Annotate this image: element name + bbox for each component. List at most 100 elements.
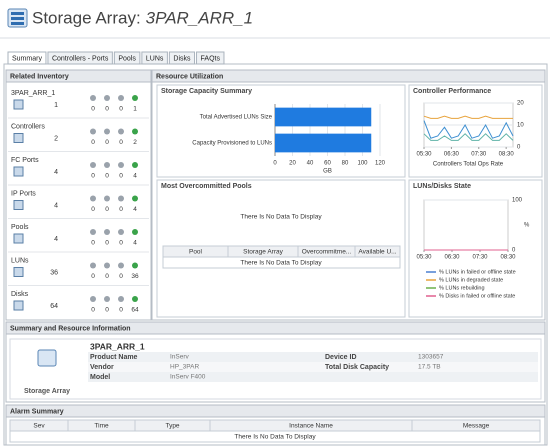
field-row	[88, 362, 538, 372]
controller-performance-title: Controller Performance	[413, 88, 491, 95]
inventory-icon	[13, 200, 24, 210]
y-tick-label: 0	[517, 145, 521, 151]
tab-label: Controllers - Ports	[52, 55, 109, 62]
status-icon	[132, 296, 138, 302]
device-type: Storage Array	[24, 388, 70, 395]
status-count: 64	[131, 307, 139, 314]
status-count: 0	[119, 307, 123, 314]
inventory-name: 3PAR_ARR_1	[11, 90, 55, 97]
series-line	[423, 115, 513, 119]
y-tick-label: 100	[512, 198, 523, 204]
status-count: 36	[131, 273, 139, 280]
tab-label: Summary	[12, 55, 42, 62]
x-tick-label: 100	[357, 161, 368, 167]
status-icon	[104, 195, 110, 202]
x-tick-label: 0	[273, 161, 277, 167]
status-icon	[90, 128, 96, 135]
status-icon	[90, 95, 96, 101]
x-tick-label: 05:30	[416, 152, 432, 158]
legend-label: % Disks in failed or offline state	[439, 293, 515, 299]
status-count: 1	[133, 106, 137, 113]
plot-area	[423, 199, 509, 251]
overcommitted-pools-title: Most Overcommitted Pools	[161, 183, 252, 190]
status-count: 0	[119, 240, 123, 247]
alarm-summary-title: Alarm Summary	[10, 408, 64, 415]
inventory-name: Disks	[11, 291, 29, 298]
status-count: 0	[91, 139, 95, 146]
table-empty-message: There Is No Data To Display	[234, 434, 316, 441]
field-label: Device ID	[325, 354, 357, 361]
status-count: 4	[133, 206, 137, 213]
table-row	[162, 256, 401, 269]
status-icon	[118, 262, 124, 269]
column-header-label: Overcommitme...	[302, 249, 352, 256]
x-tick-label: 80	[342, 161, 349, 167]
status-icon	[104, 229, 110, 235]
tab[interactable]	[141, 51, 168, 65]
x-tick-label: 20	[289, 161, 296, 167]
tab[interactable]	[113, 51, 141, 65]
status-count: 0	[119, 206, 123, 213]
bar	[275, 133, 372, 153]
table-empty-message: There Is No Data To Display	[240, 260, 322, 267]
status-count: 2	[133, 139, 137, 146]
status-count: 0	[119, 273, 123, 280]
status-count: 0	[105, 206, 109, 213]
field-label: Vendor	[90, 364, 114, 371]
inventory-icon	[13, 233, 24, 244]
status-icon	[132, 262, 138, 269]
table-row	[9, 430, 541, 443]
legend-label: % LUNs rebuilding	[439, 285, 485, 291]
status-icon	[104, 262, 110, 269]
storage-capacity-title: Storage Capacity Summary	[161, 88, 252, 95]
column-header-label: Available U...	[358, 249, 396, 256]
y-axis-label: %	[524, 223, 530, 229]
column-header-label: Type	[165, 423, 179, 430]
column-header-label: Sev	[33, 423, 45, 430]
device-name: 3PAR_ARR_1	[90, 341, 145, 351]
tab[interactable]	[7, 51, 47, 65]
x-tick-label: 60	[324, 161, 331, 167]
status-count: 0	[91, 273, 95, 280]
status-count: 0	[119, 106, 123, 113]
tab[interactable]	[196, 51, 225, 65]
status-count: 0	[91, 307, 95, 314]
field-value: InServ	[170, 354, 190, 361]
inventory-name: Controllers	[11, 123, 45, 130]
column-header-label: Instance Name	[289, 423, 333, 430]
inventory-name: Pools	[11, 224, 29, 231]
field-row	[88, 352, 538, 362]
x-axis-label: GB	[323, 169, 332, 175]
status-count: 0	[105, 106, 109, 113]
status-icon	[118, 195, 124, 202]
tab-label: Pools	[118, 55, 136, 62]
related-inventory-title: Related Inventory	[10, 73, 69, 80]
inventory-icon	[13, 133, 24, 143]
status-icon	[132, 195, 138, 202]
field-label: Product Name	[90, 354, 138, 361]
status-icon	[132, 128, 138, 135]
status-icon	[132, 229, 138, 235]
inventory-icon	[13, 300, 24, 311]
legend-label: % LUNs in degraded state	[439, 277, 503, 283]
column-header-label: Storage Array	[243, 249, 283, 256]
status-icon	[104, 128, 110, 135]
category-label: Total Advertised LUNs Size	[200, 115, 273, 121]
status-icon	[104, 162, 110, 168]
status-icon	[90, 296, 96, 302]
tab-label: Disks	[173, 55, 191, 62]
status-count: 0	[105, 240, 109, 247]
field-row	[88, 372, 538, 382]
status-icon	[90, 229, 96, 235]
inventory-count: 64	[50, 303, 58, 310]
inventory-count: 4	[54, 236, 58, 243]
summary-info-header	[5, 321, 546, 335]
tab[interactable]	[47, 51, 113, 65]
field-value: 17.5 TB	[418, 364, 441, 371]
related-inventory-header	[5, 69, 152, 83]
alarm-summary-header	[5, 404, 546, 418]
field-value: InServ F400	[170, 374, 206, 381]
tab[interactable]	[168, 51, 196, 65]
inventory-icon	[13, 166, 24, 177]
